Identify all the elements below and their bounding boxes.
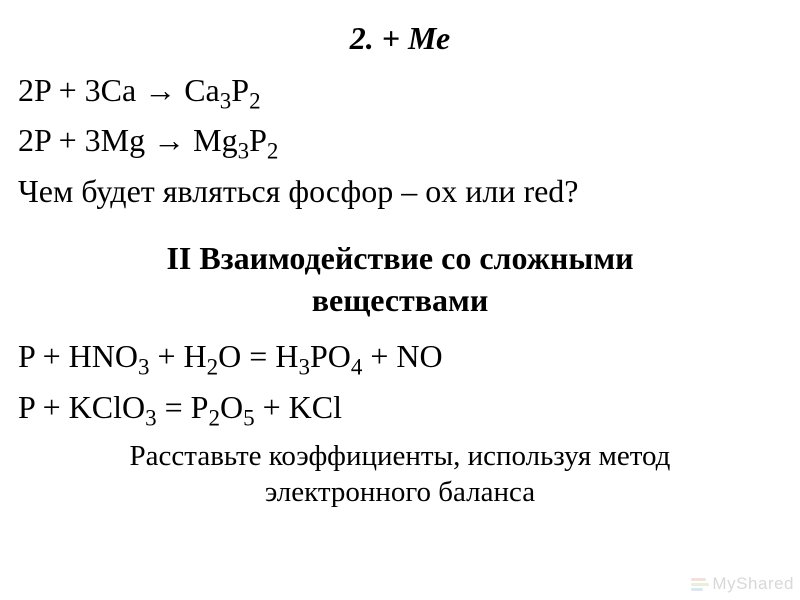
eq1-sub1: 3: [220, 87, 232, 113]
eq2-sub1: 3: [238, 138, 250, 164]
eq3-p2: + H: [150, 338, 207, 374]
equation-ca: 2P + 3Ca → Ca3P2: [18, 67, 782, 113]
watermark-text: МуShared: [712, 574, 794, 593]
instruction-line2: электронного баланса: [265, 476, 535, 508]
eq2-sub2: 2: [267, 138, 279, 164]
equation-hno3: P + HNO3 + H2O = H3PO4 + NO: [18, 333, 782, 379]
eq1-sub2: 2: [249, 87, 261, 113]
section-heading-complex: II Взаимодействие со сложными веществами: [18, 238, 782, 321]
eq3-p5: + NO: [362, 338, 442, 374]
eq4-s3: 5: [243, 404, 255, 430]
watermark-icon: [691, 578, 709, 592]
eq3-s3: 3: [298, 354, 310, 380]
eq2-mid: P: [249, 122, 267, 158]
equation-kclo3: P + KClO3 = P2O5 + KCl: [18, 384, 782, 430]
eq3-s2: 2: [207, 354, 219, 380]
eq2-prefix: 2P + 3Mg → Mg: [18, 122, 238, 158]
eq1-mid: P: [231, 72, 249, 108]
eq1-prefix: 2P + 3Ca → Ca: [18, 72, 220, 108]
eq4-s2: 2: [208, 404, 220, 430]
eq3-s4: 4: [351, 354, 363, 380]
eq4-p3: O: [220, 389, 243, 425]
eq3-p1: P + HNO: [18, 338, 138, 374]
eq3-s1: 3: [138, 354, 150, 380]
eq3-p3: O = H: [218, 338, 298, 374]
eq3-p4: PO: [310, 338, 351, 374]
eq4-p4: + KCl: [255, 389, 342, 425]
equation-mg: 2P + 3Mg → Mg3P2: [18, 117, 782, 163]
eq4-s1: 3: [145, 404, 157, 430]
heading2-line1: II Взаимодействие со сложными: [166, 240, 633, 276]
section-heading-me: 2. + Ме: [18, 20, 782, 57]
instruction-text: Расставьте коэффициенты, используя метод…: [18, 438, 782, 511]
eq4-p1: P + KClO: [18, 389, 145, 425]
eq4-p2: = P: [157, 389, 209, 425]
heading2-line2: веществами: [312, 282, 489, 318]
watermark: МуShared: [691, 574, 794, 594]
instruction-line1: Расставьте коэффициенты, используя метод: [130, 440, 671, 472]
question-ox-red: Чем будет являться фосфор – ox или red?: [18, 168, 782, 214]
